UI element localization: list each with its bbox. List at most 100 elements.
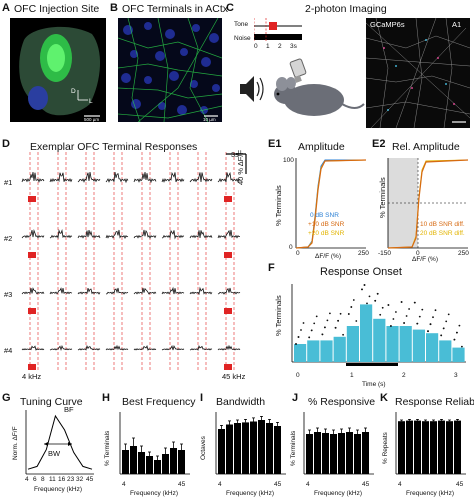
g-xtick-45: 45 <box>86 476 94 483</box>
onset-point <box>429 323 432 326</box>
onset-bar <box>333 336 346 362</box>
j-xtick-4: 4 <box>306 481 310 488</box>
response-trace <box>189 230 213 239</box>
panel-title-f: Response Onset <box>320 266 402 278</box>
best-frequency-bar <box>130 446 137 474</box>
response-trace <box>21 287 45 295</box>
response-trace <box>133 171 157 184</box>
best-frequency-bar <box>146 456 153 474</box>
e2-legend-10db: 10 dB SNR diff. <box>420 221 465 228</box>
panel-label-e1: E1 <box>268 138 282 150</box>
responsive-bar <box>330 434 337 474</box>
g-ylabel: Norm. ΔF/F <box>12 426 19 460</box>
e1-xtick-0: 0 <box>296 250 300 257</box>
e2-xtick-0: 0 <box>416 250 420 257</box>
response-trace <box>217 229 241 240</box>
response-trace <box>161 171 185 183</box>
e1-ylabel: % Terminals <box>274 185 283 226</box>
bandwidth-bar <box>242 422 249 474</box>
panel-label-b: B <box>110 2 118 14</box>
stim-marker <box>28 308 36 314</box>
response-trace <box>161 345 185 351</box>
g-xtick-6: 6 <box>33 476 37 483</box>
i-xlabel: Frequency (kHz) <box>226 490 275 497</box>
e1-legend-0db: 0 dB SNR <box>310 212 339 219</box>
panel-title-e1: Amplitude <box>298 141 345 153</box>
onset-point <box>442 327 445 330</box>
k-xtick-45: 45 <box>456 481 464 488</box>
e2-xtick-neg150: -150 <box>378 250 392 257</box>
j-ylabel: % Terminals <box>290 430 297 466</box>
panel-label-g: G <box>2 392 11 404</box>
tone-label: Tone <box>234 21 249 28</box>
reliability-bar <box>446 421 453 474</box>
onset-point <box>400 301 403 303</box>
onset-point <box>339 312 342 315</box>
panel-title-c: 2-photon Imaging <box>305 3 387 15</box>
panel-title-b: OFC Terminals in ACtx <box>122 3 228 15</box>
tick-3s: 3s <box>290 43 297 50</box>
onset-point <box>445 320 448 323</box>
onset-point <box>297 336 300 338</box>
axis-d-label: D <box>71 88 76 95</box>
panel-label-k: K <box>380 392 388 404</box>
e2-xlabel: ΔF/F (%) <box>412 256 439 263</box>
bandwidth-bar <box>250 421 257 474</box>
e2-legend-20db: 20 dB SNR diff. <box>420 230 465 237</box>
e1-legend-20db: +20 dB SNR <box>308 230 345 237</box>
reliability-bar <box>454 420 461 474</box>
scale-bar-label-b: 10 µm <box>203 117 216 122</box>
reliability-bar <box>422 421 429 474</box>
f-xlabel: Time (s) <box>362 381 386 388</box>
response-trace <box>77 344 101 351</box>
onset-point <box>416 322 419 325</box>
onset-bar <box>426 333 439 362</box>
panel-title-k: Response Reliability <box>395 396 474 408</box>
g-xtick-16: 16 <box>58 476 66 483</box>
response-trace <box>49 229 73 240</box>
e2-ylabel: % Terminals <box>378 177 387 218</box>
responsive-bar <box>322 433 329 474</box>
response-trace <box>105 344 129 351</box>
reliability-bar <box>430 421 437 474</box>
onset-bar <box>294 344 307 362</box>
onset-point <box>421 308 424 311</box>
row-label-1: #1 <box>4 178 13 187</box>
onset-bar <box>452 347 465 362</box>
onset-point <box>456 331 458 334</box>
onset-point <box>374 299 377 302</box>
onset-point <box>461 345 463 348</box>
tuning-curve-chart <box>25 410 94 475</box>
e2-xtick-250: 250 <box>458 250 469 257</box>
response-trace <box>77 172 101 183</box>
j-xlabel: Frequency (kHz) <box>314 490 363 497</box>
e1-legend-10db: +10 dB SNR <box>308 221 345 228</box>
h-ylabel: % Terminals <box>104 430 111 466</box>
e1-xtick-250: 250 <box>358 250 369 257</box>
best-frequency-bar <box>122 450 129 474</box>
g-xtick-11: 11 <box>49 476 56 483</box>
onset-bar <box>346 326 359 362</box>
axis-l-label: L <box>89 98 93 105</box>
bf-label: BF <box>64 405 74 414</box>
onset-point <box>381 306 384 309</box>
best-frequency-bar <box>178 450 185 474</box>
onset-bar <box>360 304 373 362</box>
response-trace <box>189 286 213 296</box>
bandwidth-bar <box>258 420 265 474</box>
panel-label-a: A <box>2 2 10 14</box>
response-trace <box>21 345 45 351</box>
onset-bar <box>320 340 333 362</box>
onset-point <box>376 292 379 295</box>
response-trace <box>161 229 185 240</box>
onset-bar <box>373 318 386 362</box>
panel-label-c: C <box>226 2 234 14</box>
stim-marker <box>224 196 232 202</box>
onset-point <box>427 330 429 333</box>
bandwidth-bar <box>226 424 233 474</box>
onset-bar <box>386 326 399 362</box>
rel-amplitude-cdf-chart <box>387 158 469 249</box>
response-trace <box>49 287 73 295</box>
responsive-bar <box>362 432 369 474</box>
onset-point <box>324 326 326 329</box>
